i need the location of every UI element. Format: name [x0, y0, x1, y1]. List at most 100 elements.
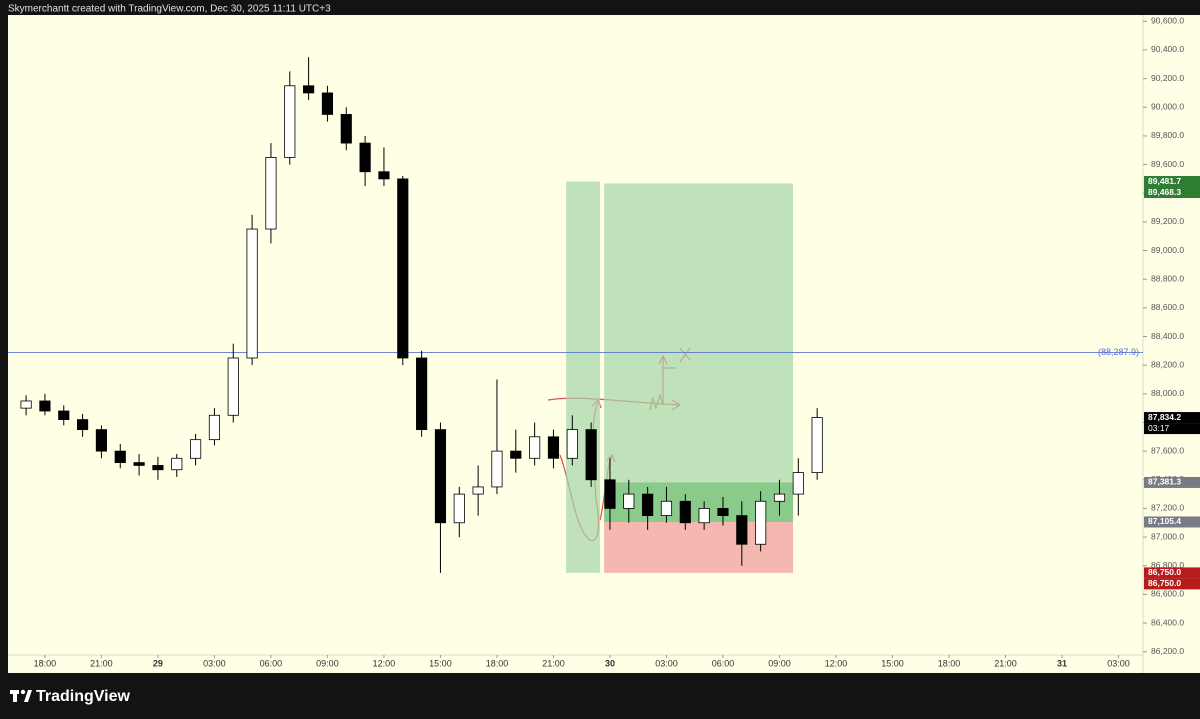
x-tick-label: 21:00 [90, 658, 113, 668]
price-label: 89,468.3 [1148, 187, 1181, 197]
price-label: 86,750.0 [1148, 578, 1181, 588]
y-tick-label: 86,800.0 [1151, 560, 1184, 570]
y-tick-label: 88,600.0 [1151, 302, 1184, 312]
y-tick-label: 87,000.0 [1151, 531, 1184, 541]
x-tick-label: 03:00 [655, 658, 678, 668]
candle-body [321, 92, 334, 115]
candle-body [133, 462, 145, 466]
x-tick-label: 21:00 [542, 658, 565, 668]
price-label: 87,834.2 [1148, 412, 1181, 422]
candle-body [510, 450, 522, 459]
y-tick-label: 88,800.0 [1151, 273, 1184, 283]
candle-body [359, 142, 371, 173]
candle-body [736, 515, 748, 545]
candle-body [566, 429, 578, 459]
candle-body [171, 457, 183, 471]
x-tick-label: 03:00 [1107, 658, 1130, 668]
candle-body [623, 493, 635, 509]
price-label-bg [1144, 176, 1200, 188]
price-label: 89,481.7 [1148, 176, 1181, 186]
candle-body [303, 85, 315, 94]
y-tick-label: 88,200.0 [1151, 359, 1184, 369]
y-tick-label: 87,600.0 [1151, 445, 1184, 455]
price-label: 87,105.4 [1148, 516, 1181, 526]
candle-body [284, 85, 296, 158]
candle-body [698, 508, 710, 524]
candle-body [265, 157, 277, 230]
x-tick-label: 09:00 [768, 658, 791, 668]
x-tick-label: 12:00 [825, 658, 848, 668]
candle-body [378, 171, 390, 180]
x-tick-label: 15:00 [881, 658, 904, 668]
x-tick-label: 06:00 [712, 658, 735, 668]
price-label-bg [1144, 412, 1200, 424]
candle-body [39, 400, 51, 412]
y-tick-label: 90,600.0 [1151, 16, 1184, 26]
candle-body [755, 500, 767, 545]
x-tick-label: 06:00 [260, 658, 283, 668]
x-tick-label: 09:00 [316, 658, 339, 668]
candle-body [190, 439, 202, 459]
candle-body [491, 450, 503, 488]
candle-body [340, 114, 352, 144]
price-label-bg [1144, 476, 1200, 488]
countdown-bg [1144, 423, 1200, 435]
candle-body [811, 417, 823, 474]
candle-body [604, 479, 616, 509]
y-tick-label: 89,600.0 [1151, 159, 1184, 169]
target-zone [566, 181, 600, 573]
y-tick-label: 87,200.0 [1151, 503, 1184, 513]
candle-body [20, 400, 32, 409]
x-tick-label: 18:00 [486, 658, 509, 668]
candle-body [660, 500, 673, 516]
y-tick-label: 86,200.0 [1151, 646, 1184, 656]
y-tick-label: 86,600.0 [1151, 589, 1184, 599]
y-tick-label: 90,400.0 [1151, 44, 1184, 54]
y-tick-label: 89,200.0 [1151, 216, 1184, 226]
candle-body [114, 450, 126, 463]
candle-body [792, 472, 804, 495]
countdown: 03:17 [1148, 423, 1170, 433]
price-label-bg [1144, 578, 1200, 590]
candle-body [585, 429, 597, 481]
candle-body [679, 500, 691, 524]
x-tick-label: 15:00 [429, 658, 452, 668]
h-line-label: (88,287.9) [1098, 347, 1139, 357]
logo [10, 689, 32, 702]
x-tick-label: 18:00 [34, 658, 57, 668]
price-label-bg [1144, 516, 1200, 528]
y-tick-label: 88,000.0 [1151, 388, 1184, 398]
candle-body [434, 429, 447, 524]
candle-body [58, 410, 70, 421]
price-label: 86,750.0 [1148, 567, 1181, 577]
x-tick-label: 12:00 [373, 658, 396, 668]
x-tick-label: 21:00 [994, 658, 1017, 668]
x-tick-label: 30 [605, 658, 615, 668]
y-tick-label: 88,400.0 [1151, 331, 1184, 341]
candle-body [208, 414, 221, 441]
candle-body [152, 465, 164, 471]
x-tick-label: 29 [153, 658, 163, 668]
candle-body [246, 228, 258, 359]
y-tick-label: 89,000.0 [1151, 245, 1184, 255]
candle-body [773, 493, 786, 502]
candle-body [547, 436, 560, 459]
y-tick-label: 90,200.0 [1151, 73, 1184, 83]
y-tick-label: 86,400.0 [1151, 617, 1184, 627]
price-label-bg [1144, 567, 1200, 579]
x-tick-label: 18:00 [938, 658, 961, 668]
candle-body [416, 357, 428, 431]
price-label: 87,381.3 [1148, 477, 1181, 487]
footer-brand: TradingView [36, 688, 131, 705]
y-tick-label: 90,000.0 [1151, 102, 1184, 112]
candle-body [472, 486, 484, 495]
candle-body [227, 357, 239, 416]
price-label-bg [1144, 187, 1200, 199]
candle-body [717, 508, 729, 516]
candle-body [77, 419, 89, 431]
x-tick-label: 31 [1057, 658, 1067, 668]
candle-body [529, 436, 541, 459]
header: Skymerchantt created with TradingView.co… [8, 4, 331, 15]
